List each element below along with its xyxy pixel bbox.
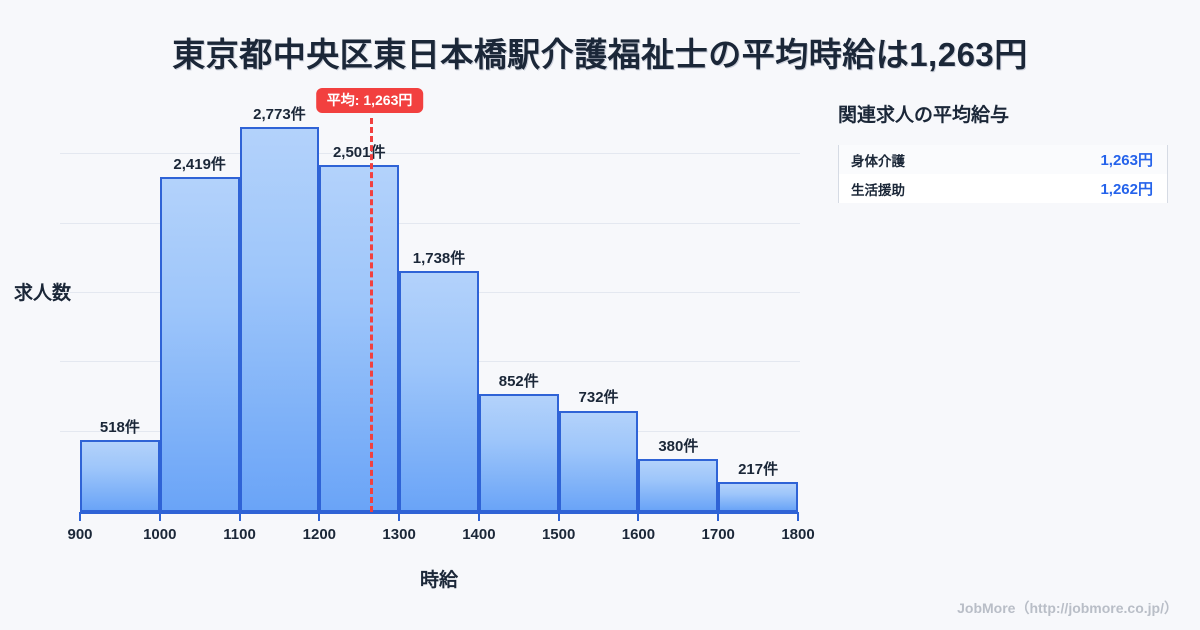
salary-row-value: 1,263円 xyxy=(1100,152,1153,169)
x-axis-tick-label: 900 xyxy=(67,526,93,543)
bar-value-label: 732件 xyxy=(578,389,619,407)
related-salary-panel: 関連求人の平均給与 身体介護 1,263円生活援助 1,262円 xyxy=(838,100,1168,203)
x-axis-tick-label: 1100 xyxy=(223,526,256,543)
bar-value-label: 2,773件 xyxy=(253,106,306,124)
x-axis-tick xyxy=(797,512,799,521)
x-axis-baseline xyxy=(80,512,798,514)
footer-credit: JobMore（http://jobmore.co.jp/） xyxy=(957,600,1178,616)
salary-row-label: 生活援助 xyxy=(851,182,905,198)
histogram-bar[interactable] xyxy=(478,393,559,512)
histogram-bar[interactable] xyxy=(399,271,479,512)
x-axis-tick xyxy=(238,512,241,521)
x-axis-tick xyxy=(398,512,401,521)
average-badge: 平均: 1,263円 xyxy=(315,88,424,113)
gridline xyxy=(60,153,800,155)
x-axis-tick-label: 1800 xyxy=(781,526,815,543)
histogram-bar[interactable] xyxy=(718,481,798,512)
x-axis-tick-label: 1200 xyxy=(302,526,337,543)
histogram-bar[interactable] xyxy=(638,459,719,512)
x-axis-tick-label: 1500 xyxy=(541,526,576,543)
gridline xyxy=(60,222,800,224)
bar-value-label: 2,419件 xyxy=(173,155,226,173)
x-axis-tick xyxy=(637,512,640,521)
y-axis-title: 求人数 xyxy=(14,283,72,304)
bar-value-label: 2,501件 xyxy=(332,144,386,162)
x-axis-tick xyxy=(318,512,321,521)
x-axis-tick xyxy=(79,512,81,521)
page-title: 東京都中央区東日本橋駅介護福祉士の平均時給は1,263円 xyxy=(172,36,1028,73)
bar-value-label: 217件 xyxy=(738,460,779,478)
x-axis-tick xyxy=(158,512,161,521)
panel-heading: 関連求人の平均給与 xyxy=(838,105,1010,126)
salary-row[interactable]: 身体介護 1,263円 xyxy=(839,145,1167,174)
histogram-bar[interactable] xyxy=(239,127,320,512)
plot-area: 518件 2,419件 2,773件 2,501件 1,738件 852件 732件 380件… xyxy=(60,88,815,543)
x-axis-tick-label: 1300 xyxy=(382,526,416,543)
histogram-chart: 求人数 時給 518件 2,419件 2,773件 2,501件 1,738件 852件 7… xyxy=(14,88,815,591)
x-axis-tick xyxy=(717,512,720,521)
bar-value-label: 518件 xyxy=(99,419,140,437)
x-axis-title: 時給 xyxy=(419,570,458,591)
related-salary-table: 身体介護 1,263円生活援助 1,262円 xyxy=(838,145,1168,203)
x-axis-tick-label: 1400 xyxy=(462,526,496,543)
salary-row[interactable]: 生活援助 1,262円 xyxy=(839,174,1167,203)
x-axis-tick xyxy=(477,512,480,521)
x-axis-tick-label: 1000 xyxy=(143,526,177,543)
average-line xyxy=(369,118,373,512)
histogram-bar[interactable] xyxy=(558,410,639,512)
bar-value-label: 380件 xyxy=(658,438,699,456)
histogram-bar[interactable] xyxy=(319,165,400,512)
histogram-bar[interactable] xyxy=(80,440,160,512)
bar-value-label: 1,738件 xyxy=(412,249,466,267)
x-axis-tick-label: 1700 xyxy=(701,526,735,543)
histogram-bar[interactable] xyxy=(159,176,240,512)
salary-row-label: 身体介護 xyxy=(851,153,905,169)
salary-row-value: 1,262円 xyxy=(1100,181,1153,198)
x-axis-tick xyxy=(557,512,560,521)
x-axis-tick-label: 1600 xyxy=(621,526,656,543)
bar-value-label: 852件 xyxy=(498,372,539,390)
